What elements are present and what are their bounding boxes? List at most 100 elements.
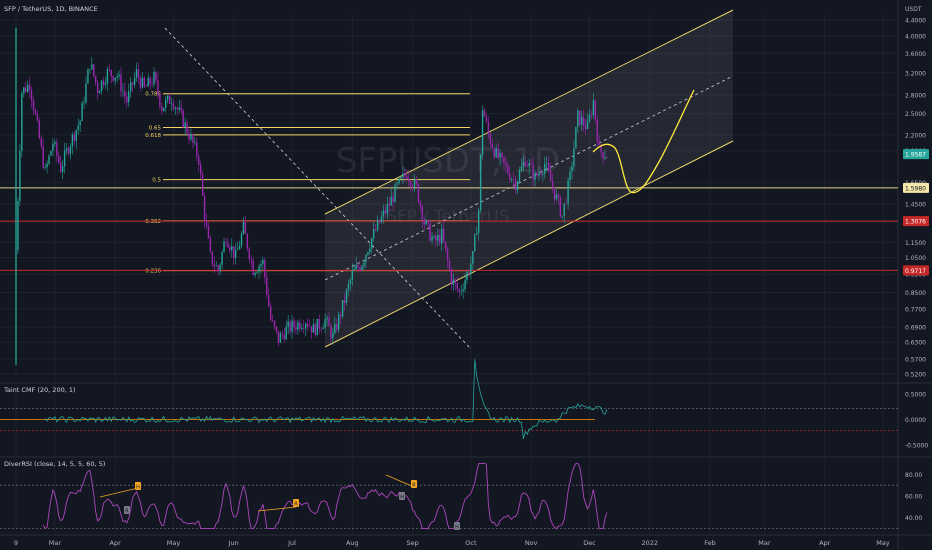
candle-body <box>409 181 412 187</box>
candle-body <box>536 172 538 176</box>
fib-level-label: 0.5 <box>152 178 161 184</box>
candle-body <box>236 249 239 251</box>
candle-body <box>163 107 165 111</box>
ascending-channel[interactable] <box>164 9 734 349</box>
candle-body <box>518 170 521 182</box>
candle-body <box>565 203 567 204</box>
candle-body <box>559 197 562 217</box>
candle-body <box>291 320 293 332</box>
candle-body <box>58 155 60 163</box>
time-tick-label: Feb <box>704 539 716 547</box>
candle-body <box>174 107 177 109</box>
candle-body <box>561 215 563 217</box>
candle-body <box>431 237 433 241</box>
candle-body <box>509 173 511 180</box>
price-unit-label: USDT <box>905 6 922 13</box>
candle-body <box>456 283 458 290</box>
candle-body <box>584 125 587 130</box>
candle-body <box>242 221 245 234</box>
divergence-marker-label: R <box>412 482 416 488</box>
candle-body <box>372 229 375 239</box>
divergence-marker <box>135 482 141 490</box>
candle-body <box>592 100 595 116</box>
candle-body <box>42 146 44 168</box>
price-label-badge <box>903 216 929 227</box>
divergence-marker <box>124 506 130 514</box>
candle-body <box>483 110 486 117</box>
candle-body <box>196 142 198 157</box>
candle-body <box>365 254 367 263</box>
rsi-indicator-title[interactable]: DiverRSI (close, 14, 5, 5, 60, 5) <box>4 460 105 468</box>
candle-body <box>588 115 591 122</box>
time-tick-label: Jun <box>228 539 239 547</box>
cmf-series <box>44 359 608 439</box>
divergence-marker <box>454 522 460 530</box>
candle-body <box>336 323 338 330</box>
candle-body <box>98 91 101 94</box>
price-label-badge <box>903 182 929 193</box>
candle-body <box>551 181 554 188</box>
candle-body <box>252 260 254 276</box>
candle-body <box>149 77 151 85</box>
candle-body <box>491 143 493 149</box>
candle-body <box>275 326 278 331</box>
candle-body <box>474 234 476 252</box>
candle-body <box>28 84 31 91</box>
candle-body <box>326 317 328 320</box>
candle-body <box>514 179 517 190</box>
horizontal-lines[interactable] <box>0 187 898 271</box>
cmf-axis: 0.5000 0.0000 -0.5000 <box>905 392 928 450</box>
candle-body <box>505 162 507 166</box>
price-label-badge <box>903 149 929 160</box>
candle-body <box>477 210 480 233</box>
candle-body <box>343 300 346 304</box>
candle-body <box>419 201 422 207</box>
candle-body <box>133 77 136 85</box>
candle-body <box>269 306 272 321</box>
candle-body <box>446 249 449 261</box>
candle-body <box>538 173 540 176</box>
candle-body <box>184 122 186 128</box>
candle-body <box>139 77 142 88</box>
candle-body <box>244 221 247 234</box>
candle-body <box>81 103 83 121</box>
candle-body <box>347 284 350 290</box>
candle-body <box>312 324 315 333</box>
candle-body <box>577 110 579 127</box>
candle-body <box>159 93 161 107</box>
candle-body <box>602 152 604 159</box>
symbol-title[interactable]: SFP / TetherUS, 1D, BINANCE <box>4 5 98 13</box>
price-tick-label: 3.6000 <box>905 51 926 58</box>
candle-body <box>528 163 530 167</box>
candle-body <box>339 314 342 317</box>
candle-body <box>69 146 72 154</box>
candle-body <box>180 107 182 111</box>
cmf-indicator-title[interactable]: Taint CMF (20, 200, 1) <box>3 386 76 394</box>
candle-body <box>579 110 581 126</box>
candle-body <box>334 323 336 334</box>
candle-body <box>460 291 462 292</box>
candle-body <box>30 90 33 101</box>
candle-body <box>250 259 252 261</box>
fib-level-label: 0.382 <box>145 219 161 225</box>
candle-body <box>207 225 210 239</box>
candle-body <box>182 110 184 128</box>
candle-body <box>194 142 196 143</box>
candles <box>15 27 608 365</box>
price-tick-label: 0.7700 <box>905 306 926 313</box>
candle-body <box>501 152 503 157</box>
candle-body <box>219 264 221 272</box>
divergence-marker <box>399 492 405 500</box>
time-axis[interactable]: 9 Mar Apr May Jun Jul Aug Sep Oct Nov Dec 2022 Feb Ma… <box>14 539 890 547</box>
candle-body <box>229 247 231 251</box>
candle-body <box>231 246 233 251</box>
candle-body <box>353 268 355 271</box>
rsi-tick-label: 40.00 <box>905 515 922 522</box>
candle-body <box>314 324 317 336</box>
candle-body <box>361 266 363 270</box>
projection-path[interactable] <box>592 89 695 194</box>
projection-curve <box>592 89 695 194</box>
price-tick-label: 4.0000 <box>905 33 926 40</box>
candle-body <box>85 83 87 103</box>
